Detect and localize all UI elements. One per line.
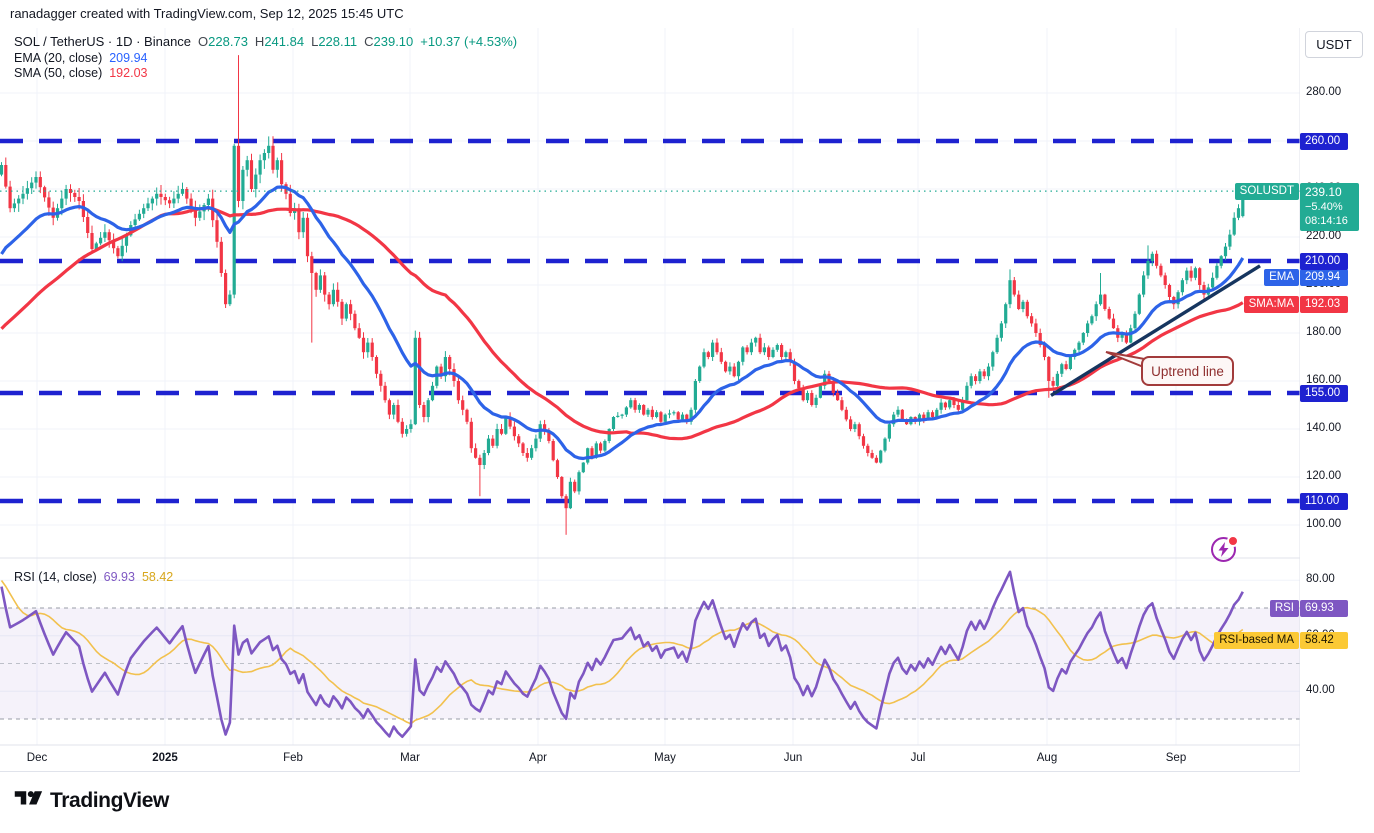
rsi-scale-label: 80.00 xyxy=(1306,573,1335,586)
price-scale-label: 280.00 xyxy=(1306,86,1342,98)
change-value: +10.37 (+4.53%) xyxy=(420,34,518,49)
time-axis-label: Feb xyxy=(283,752,303,764)
sma-label[interactable]: SMA (50, close) xyxy=(14,66,103,80)
ema-label[interactable]: EMA (20, close) xyxy=(14,51,103,65)
ema-legend-row[interactable]: EMA (20, close) 209.94 xyxy=(14,51,147,65)
attribution-text: ranadagger created with TradingView.com,… xyxy=(10,6,404,21)
rsi-scale-label: 40.00 xyxy=(1306,684,1335,697)
last-price: 239.10 xyxy=(1305,185,1342,200)
time-axis-label: Sep xyxy=(1165,752,1187,764)
support-resistance-lines[interactable] xyxy=(0,138,1300,504)
open-label: O xyxy=(198,34,209,49)
sma-value: 192.03 xyxy=(109,66,148,80)
rsi-line[interactable] xyxy=(0,570,1244,739)
time-axis-label: Aug xyxy=(1036,752,1058,764)
price-scale-label: 140.00 xyxy=(1306,422,1342,434)
rsi-ma-line[interactable] xyxy=(0,580,1244,725)
time-axis-label: 2025 xyxy=(152,752,178,764)
rsi-legend-row[interactable]: RSI (14, close) 69.93 58.42 xyxy=(14,570,173,584)
symbol-legend-row[interactable]: SOL / TetherUS · 1D · Binance O228.73 H2… xyxy=(14,34,517,49)
last-price-countdown-tag: 239.10 −5.40% 08:14:16 xyxy=(1300,183,1359,232)
flash-circle xyxy=(1211,537,1236,562)
time-axis-label: Mar xyxy=(400,752,420,764)
uptrend-line-callout[interactable]: Uptrend line xyxy=(1141,356,1234,386)
currency-toggle-button[interactable]: USDT xyxy=(1305,31,1363,58)
open-value: 228.73 xyxy=(208,34,248,49)
tradingview-logo-mark xyxy=(14,791,43,805)
tradingview-logo-text: TradingView xyxy=(50,789,169,812)
last-price-change: −5.40% xyxy=(1305,201,1343,214)
time-axis-label: Jun xyxy=(783,752,803,764)
sma-value-tag: 192.03 xyxy=(1300,295,1348,313)
bar-countdown: 08:14:16 xyxy=(1305,215,1348,228)
candlesticks xyxy=(0,55,1245,535)
rsi-value: 69.93 xyxy=(103,570,135,584)
ema-value-tag: 209.94 xyxy=(1300,269,1348,287)
price-scale[interactable]: USDT 239.10 −5.40% 08:14:16 209.94 192.0… xyxy=(1300,0,1374,772)
time-axis-label: Dec xyxy=(26,752,48,764)
rsi-ma-value-tag: 58.42 xyxy=(1300,631,1348,649)
ema-axis-tag: EMA xyxy=(1264,269,1299,287)
low-label: L xyxy=(311,34,319,49)
lightning-icon xyxy=(1218,542,1229,557)
high-label: H xyxy=(254,34,265,49)
sma-50-line[interactable] xyxy=(0,206,1244,441)
level-price-tag[interactable]: 210.00 xyxy=(1300,252,1348,270)
price-scale-label: 220.00 xyxy=(1306,230,1342,242)
rsi-ma-axis-tag: RSI-based MA xyxy=(1214,631,1299,649)
uptrend-trendline[interactable] xyxy=(1050,264,1261,397)
ema-20-line[interactable] xyxy=(0,185,1245,461)
symbol-title[interactable]: SOL / TetherUS · 1D · Binance xyxy=(14,34,192,49)
rsi-label[interactable]: RSI (14, close) xyxy=(14,570,97,584)
rsi-band xyxy=(0,607,1300,720)
price-scale-label: 180.00 xyxy=(1306,326,1342,338)
sma-axis-tag: SMA:MA xyxy=(1243,295,1299,313)
solusdt-axis-tag: SOLUSDT xyxy=(1234,182,1299,200)
sma-legend-row[interactable]: SMA (50, close) 192.03 xyxy=(14,66,147,80)
level-price-tag[interactable]: 260.00 xyxy=(1300,132,1348,150)
price-scale-label: 120.00 xyxy=(1306,470,1342,482)
rsi-axis-tag: RSI xyxy=(1269,599,1299,617)
close-value: 239.10 xyxy=(373,34,414,49)
tradingview-logo[interactable]: TradingView xyxy=(13,787,169,815)
time-axis-label: May xyxy=(654,752,676,764)
price-scale-label: 100.00 xyxy=(1306,518,1342,530)
low-value: 228.11 xyxy=(318,34,358,49)
rsi-ma-value: 58.42 xyxy=(141,570,174,584)
ema-value: 209.94 xyxy=(109,51,148,65)
time-axis[interactable]: Dec 2025 Feb Mar Apr May Jun Jul Aug Sep xyxy=(0,745,1374,772)
rsi-value-tag: 69.93 xyxy=(1300,599,1348,617)
flash-ideas-button[interactable] xyxy=(1211,535,1239,564)
time-axis-label: Jul xyxy=(910,752,926,764)
price-scale-label: 160.00 xyxy=(1306,374,1342,386)
high-value: 241.84 xyxy=(264,34,305,49)
close-label: C xyxy=(364,34,374,49)
level-price-tag[interactable]: 110.00 xyxy=(1300,492,1348,510)
time-axis-label: Apr xyxy=(529,752,547,764)
notification-dot xyxy=(1227,535,1239,547)
level-price-tag[interactable]: 155.00 xyxy=(1300,384,1348,402)
